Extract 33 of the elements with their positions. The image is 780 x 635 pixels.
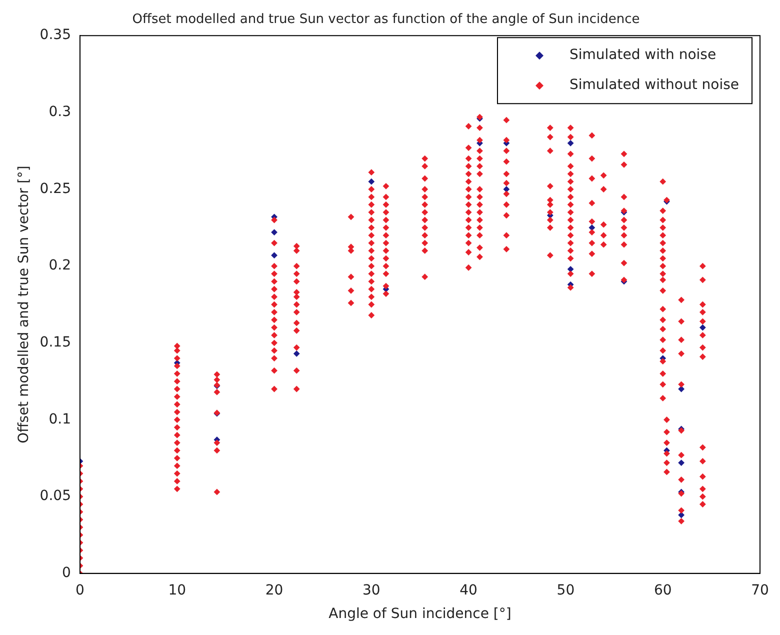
x-tick-label: 20 — [265, 582, 284, 598]
y-axis-title: Offset modelled and true Sun vector [°] — [16, 166, 32, 444]
y-tick-label: 0.1 — [48, 411, 71, 428]
x-tick-label: 70 — [751, 582, 769, 598]
chart-title: Offset modelled and true Sun vector as function of the angle of Sun incidence — [132, 12, 640, 28]
y-tick-label: 0.15 — [40, 334, 71, 351]
x-tick-label: 10 — [168, 582, 186, 598]
y-tick-label: 0 — [62, 565, 71, 582]
legend-label: Simulated with noise — [569, 47, 716, 64]
x-tick-label: 60 — [654, 582, 672, 598]
point — [293, 350, 300, 357]
point — [678, 460, 685, 466]
x-tick-label: 40 — [460, 582, 478, 598]
point — [567, 140, 574, 146]
y-tick-label: 0.3 — [48, 104, 71, 120]
point — [503, 186, 510, 192]
point — [678, 512, 685, 518]
x-tick-label: 50 — [556, 582, 575, 598]
point — [699, 324, 706, 331]
point — [678, 386, 685, 392]
point — [567, 266, 574, 272]
legend-label: Simulated without noise — [569, 77, 740, 94]
x-tick-label: 30 — [362, 582, 380, 598]
point — [271, 229, 278, 236]
point — [368, 178, 375, 185]
y-tick-label: 0.35 — [40, 27, 71, 44]
y-tick-label: 0.2 — [48, 258, 71, 274]
x-axis-title: Angle of Sun incidence [°] — [328, 606, 512, 622]
y-tick-label: 0.25 — [40, 180, 71, 197]
x-tick-label: 0 — [76, 582, 84, 598]
y-tick-label: 0.05 — [40, 488, 71, 504]
point — [588, 224, 596, 231]
point — [271, 252, 278, 259]
